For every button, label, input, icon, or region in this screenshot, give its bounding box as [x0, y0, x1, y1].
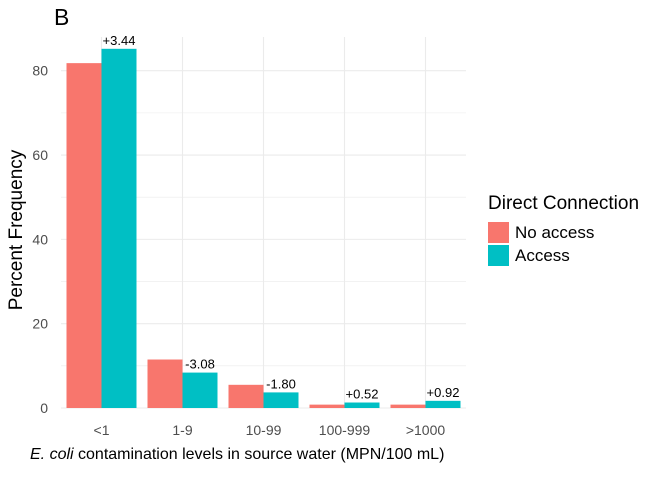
x-tick-label: <1 [94, 422, 110, 438]
data-label: +0.92 [427, 385, 460, 400]
x-axis-label-italic: E. coli [30, 446, 74, 463]
y-tick-label: 80 [32, 63, 48, 79]
bar-no-access [66, 63, 102, 408]
data-label: -1.80 [266, 376, 296, 391]
data-label: -3.08 [185, 357, 215, 372]
data-label: +0.52 [346, 387, 379, 402]
x-tick-label: 1-9 [172, 422, 192, 438]
y-tick-label: 20 [32, 316, 48, 332]
data-label: +3.44 [103, 33, 136, 48]
legend-item-no-access: No access [488, 221, 639, 244]
bar-no-access [309, 404, 345, 408]
legend-label-no-access: No access [515, 222, 595, 242]
y-tick-label: 60 [32, 147, 48, 163]
legend-title: Direct Connection [488, 193, 640, 214]
legend-key-access [488, 245, 509, 266]
y-axis-label: Percent Frequency [6, 149, 27, 311]
bar-access [344, 402, 380, 408]
x-tick-label: >1000 [406, 422, 446, 438]
x-axis-label: E. coli contamination levels in source w… [30, 446, 444, 464]
bar-access [101, 48, 137, 409]
x-axis-label-rest: contamination levels in source water (MP… [73, 446, 445, 463]
y-tick-label: 0 [40, 400, 48, 416]
panel-tag: B [54, 4, 70, 30]
legend: Direct Connection No access Access [488, 193, 639, 267]
bar-access [263, 392, 299, 408]
x-tick-label: 100-999 [319, 422, 371, 438]
legend-item-access: Access [488, 244, 639, 267]
x-tick-label: 10-99 [246, 422, 282, 438]
bar-no-access [390, 404, 426, 408]
y-tick-label: 40 [32, 231, 48, 247]
bar-no-access [147, 359, 183, 408]
bar-access [182, 372, 218, 408]
bar-access [425, 400, 461, 408]
legend-label-access: Access [515, 245, 570, 265]
legend-key-no-access [488, 222, 509, 243]
bar-no-access [228, 384, 264, 408]
